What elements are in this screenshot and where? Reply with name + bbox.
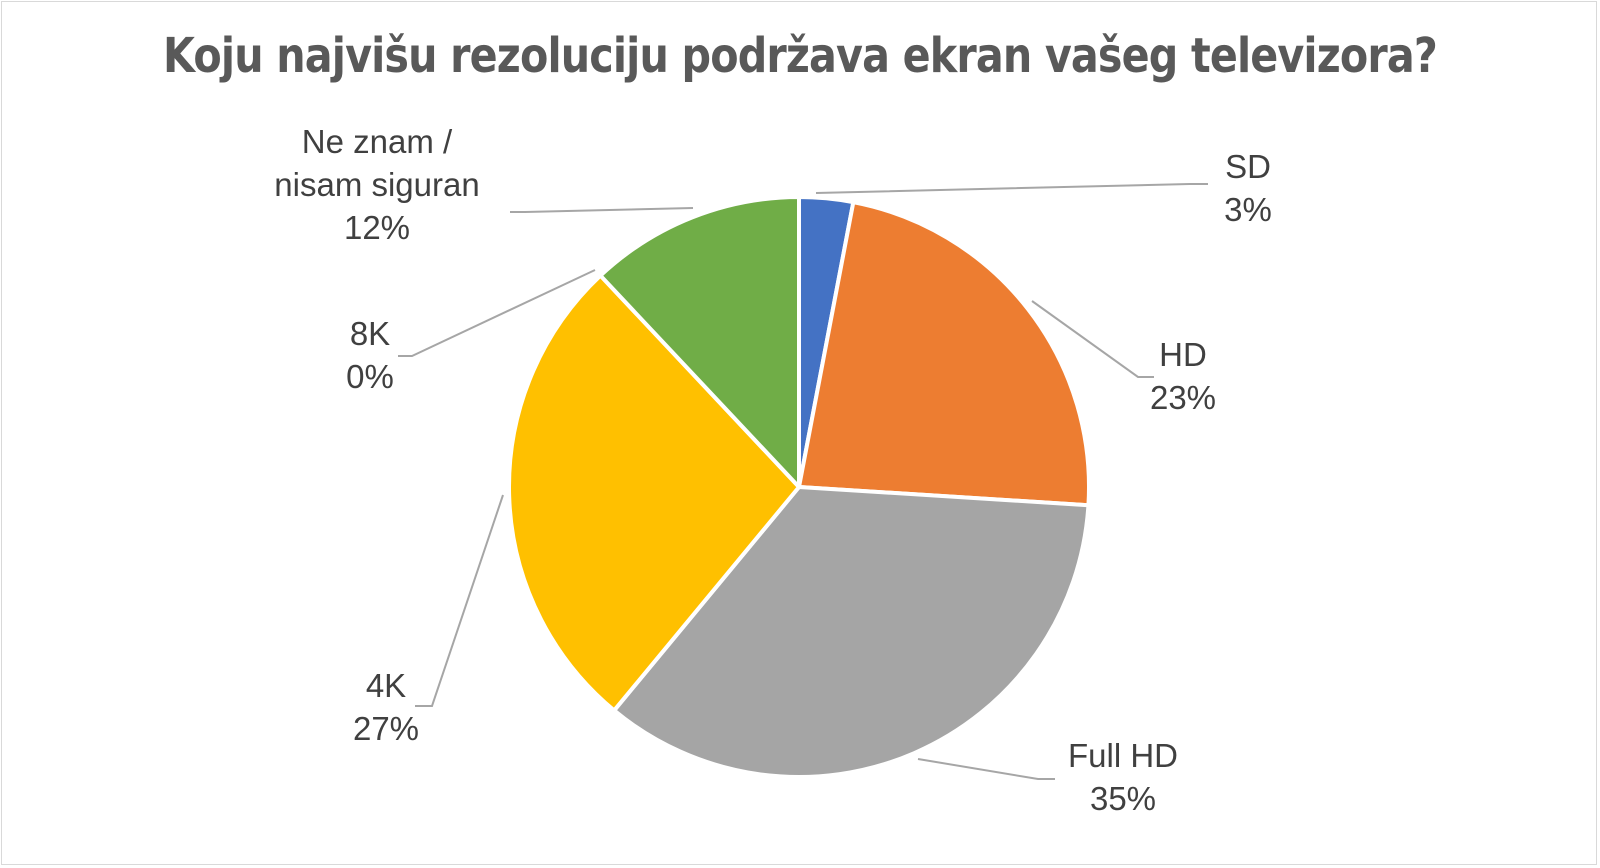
pie-slice-4k: [507, 273, 801, 713]
leader-line-full-hd: [917, 758, 1055, 780]
data-label-value: 35%: [1090, 780, 1156, 817]
data-label-full-hd: Full HD 35%: [1068, 737, 1178, 817]
data-labels: SD 3%HD 23%Full HD 35%4K 27%8K 0%Ne znam / nis…: [274, 123, 1272, 817]
data-label-hd: HD 23%: [1150, 336, 1216, 416]
data-label-category: 4K: [366, 667, 406, 704]
data-label-value: 23%: [1150, 379, 1216, 416]
pie-slices: [507, 195, 1091, 779]
leader-line-sd: [815, 183, 1208, 194]
data-label-8k: 8K 0%: [346, 315, 394, 395]
pie-slice-ne-znam-nisam-siguran: [598, 195, 801, 489]
data-label-value: 0%: [346, 358, 394, 395]
leader-line-ne-znam-nisam-siguran: [510, 207, 694, 213]
data-label-value: 3%: [1224, 191, 1272, 228]
pie-slice-full-hd: [612, 485, 1091, 779]
leader-line-8k: [398, 269, 596, 357]
data-label-category: SD: [1225, 148, 1271, 185]
data-label-sd: SD 3%: [1224, 148, 1272, 228]
leader-lines: [398, 183, 1208, 780]
data-label-value: 12%: [344, 209, 410, 246]
data-label-category: Full HD: [1068, 737, 1178, 774]
data-label-ne-znam-nisam-siguran: Ne znam / nisam siguran 12%: [274, 123, 479, 246]
data-label-category: Ne znam /: [302, 123, 453, 160]
pie-slice-hd: [797, 200, 1091, 508]
chart-title: Koju najvišu rezoluciju podržava ekran v…: [163, 28, 1438, 84]
data-label-4k: 4K 27%: [353, 667, 419, 747]
leader-line-hd: [1031, 300, 1154, 378]
data-label-category: 8K: [350, 315, 390, 352]
data-label-category: nisam siguran: [274, 166, 479, 203]
data-label-category: HD: [1159, 336, 1207, 373]
leader-line-4k: [415, 494, 504, 707]
data-label-value: 27%: [353, 710, 419, 747]
